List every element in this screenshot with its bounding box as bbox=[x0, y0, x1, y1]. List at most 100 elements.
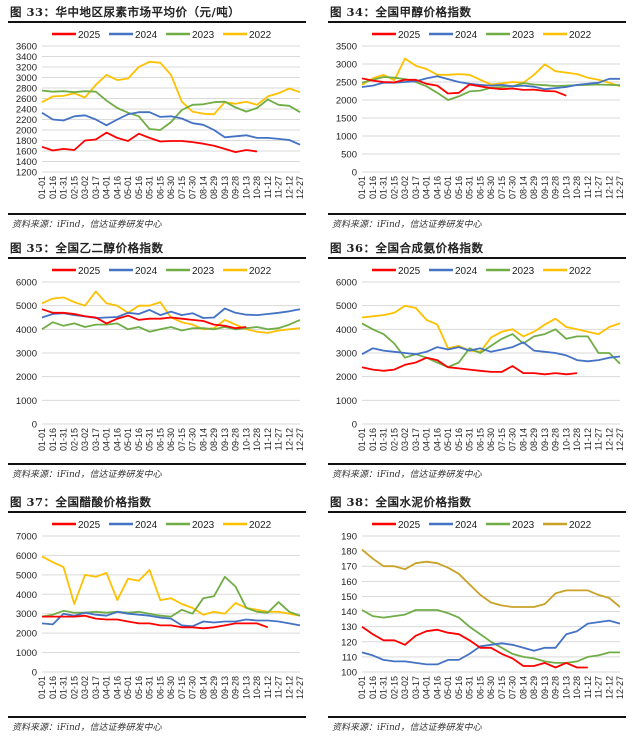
x-tick-label: 01-16 bbox=[368, 428, 378, 451]
legend: 2025 2024 2023 2022 bbox=[52, 266, 272, 277]
series-2023 bbox=[41, 89, 301, 131]
line-2024 bbox=[41, 610, 301, 628]
x-tick-label: 05-16 bbox=[134, 176, 144, 199]
x-tick-label: 01-31 bbox=[379, 176, 389, 199]
series-2025 bbox=[41, 131, 258, 153]
x-tick-label: 06-15 bbox=[155, 428, 165, 451]
x-tick-label: 09-28 bbox=[231, 176, 241, 199]
series-2022 bbox=[361, 304, 621, 353]
chart-panel-fig33: 图 33：华中地区尿素市场平均价（元/吨） 2025 2024 2023 2022 12… bbox=[0, 0, 312, 232]
x-tick-label: 11-12 bbox=[583, 676, 593, 698]
x-tick-label: 05-16 bbox=[454, 176, 464, 199]
legend-label-2024: 2024 bbox=[455, 30, 478, 41]
series-2025 bbox=[41, 614, 269, 630]
y-tick-label: 5000 bbox=[16, 570, 37, 581]
x-tick-label: 03-17 bbox=[91, 676, 101, 699]
y-tick-label: 3200 bbox=[16, 63, 37, 74]
x-tick-label: 11-12 bbox=[263, 176, 273, 198]
legend-label-2023: 2023 bbox=[192, 266, 215, 277]
line-chart: 2025 2024 2023 2022 0 500 1000 1500 2000 2500 3000… bbox=[336, 30, 625, 199]
chart-panel-fig37: 图 37：全国醋酸价格指数 2025 2024 2023 2022 0 1000 2000 3… bbox=[0, 490, 312, 736]
x-tick-label: 07-30 bbox=[188, 176, 198, 199]
y-tick-label: 1400 bbox=[16, 157, 37, 168]
x-tick-label: 12-27 bbox=[615, 676, 625, 699]
x-tick-label: 12-12 bbox=[604, 676, 614, 699]
x-tick-label: 07-15 bbox=[177, 176, 187, 199]
x-tick-label: 08-14 bbox=[518, 428, 528, 451]
x-tick-label: 11-27 bbox=[274, 428, 284, 450]
y-tick-label: 4000 bbox=[16, 590, 37, 601]
y-tick-label: 3400 bbox=[16, 52, 37, 63]
x-tick-label: 09-28 bbox=[231, 676, 241, 699]
x-tick-label: 08-29 bbox=[529, 176, 539, 199]
line-chart: 2025 2024 2023 2022 120014001600180020002200… bbox=[16, 30, 305, 199]
x-tick-label: 04-01 bbox=[422, 428, 432, 451]
x-tick-label: 02-15 bbox=[69, 428, 79, 451]
title-rule bbox=[8, 511, 306, 513]
x-tick-label: 04-16 bbox=[432, 428, 442, 451]
x-tick-label: 03-17 bbox=[411, 676, 421, 699]
y-tick-label: 4000 bbox=[336, 325, 357, 336]
x-tick-label: 12-12 bbox=[604, 428, 614, 451]
x-tick-label: 02-15 bbox=[389, 676, 399, 699]
x-tick-label: 07-15 bbox=[497, 676, 507, 699]
y-tick-label: 2000 bbox=[16, 629, 37, 640]
y-tick-label: 2400 bbox=[16, 105, 37, 116]
x-tick-label: 06-30 bbox=[166, 176, 176, 199]
x-tick-label: 12-12 bbox=[284, 428, 294, 451]
x-tick-label: 08-14 bbox=[198, 428, 208, 451]
x-tick-label: 08-29 bbox=[209, 676, 219, 699]
x-tick-label: 06-30 bbox=[166, 676, 176, 699]
x-tick-label: 02-15 bbox=[389, 176, 399, 199]
y-tick-label: 180 bbox=[341, 547, 357, 558]
x-tick-label: 10-28 bbox=[252, 176, 262, 199]
line-2023 bbox=[41, 89, 301, 131]
y-tick-label: 120 bbox=[341, 637, 357, 648]
source-rule bbox=[8, 213, 306, 215]
x-tick-label: 04-01 bbox=[422, 176, 432, 199]
x-tick-label: 01-31 bbox=[59, 428, 69, 451]
title-rule bbox=[8, 21, 306, 23]
series-2024 bbox=[41, 111, 301, 146]
x-tick-label: 01-16 bbox=[48, 428, 58, 451]
y-tick-label: 3500 bbox=[336, 42, 357, 53]
x-tick-label: 01-01 bbox=[37, 428, 47, 451]
x-tick-label: 10-28 bbox=[252, 676, 262, 699]
y-tick-label: 3000 bbox=[16, 609, 37, 620]
y-tick-label: 2600 bbox=[16, 94, 37, 105]
y-tick-label: 1000 bbox=[336, 132, 357, 143]
x-tick-label: 07-30 bbox=[508, 676, 518, 699]
legend: 2025 2024 2023 2022 bbox=[372, 520, 592, 531]
y-tick-label: 0 bbox=[352, 168, 357, 179]
y-tick-label: 0 bbox=[32, 668, 37, 679]
x-tick-label: 03-02 bbox=[400, 428, 410, 451]
title-rule bbox=[328, 511, 626, 513]
chart-panel-fig34: 图 34：全国甲醇价格指数 2025 2024 2023 2022 0 500 1000 15… bbox=[320, 0, 632, 232]
source-rule bbox=[8, 463, 306, 465]
legend-label-2025: 2025 bbox=[78, 266, 101, 277]
x-tick-label: 09-13 bbox=[220, 428, 230, 451]
line-2025 bbox=[41, 308, 247, 330]
y-tick-label: 2000 bbox=[336, 96, 357, 107]
x-tick-label: 04-16 bbox=[112, 428, 122, 451]
legend-label-2022: 2022 bbox=[569, 520, 592, 531]
y-tick-label: 150 bbox=[341, 592, 357, 603]
x-tick-label: 10-28 bbox=[572, 176, 582, 199]
source-note: 资料来源：iFind，信达证券研发中心 bbox=[12, 723, 162, 733]
series-2022 bbox=[361, 548, 621, 608]
legend-label-2025: 2025 bbox=[78, 520, 101, 531]
line-2023 bbox=[361, 609, 620, 664]
y-tick-label: 6000 bbox=[16, 551, 37, 562]
series-2025 bbox=[361, 356, 578, 376]
legend-label-2024: 2024 bbox=[455, 266, 478, 277]
line-2022 bbox=[361, 548, 621, 608]
x-tick-label: 08-14 bbox=[518, 676, 528, 699]
chart-panel-fig36: 图 36：全国合成氨价格指数 2025 2024 2023 2022 0 1000 2000… bbox=[320, 236, 632, 480]
x-tick-label: 05-16 bbox=[134, 428, 144, 451]
x-tick-label: 04-16 bbox=[112, 676, 122, 699]
x-tick-label: 01-31 bbox=[59, 176, 69, 199]
x-tick-label: 03-17 bbox=[411, 176, 421, 199]
x-tick-label: 10-13 bbox=[241, 676, 251, 699]
legend-label-2024: 2024 bbox=[135, 30, 158, 41]
source-note: 资料来源：iFind，信达证券研发中心 bbox=[332, 723, 482, 733]
